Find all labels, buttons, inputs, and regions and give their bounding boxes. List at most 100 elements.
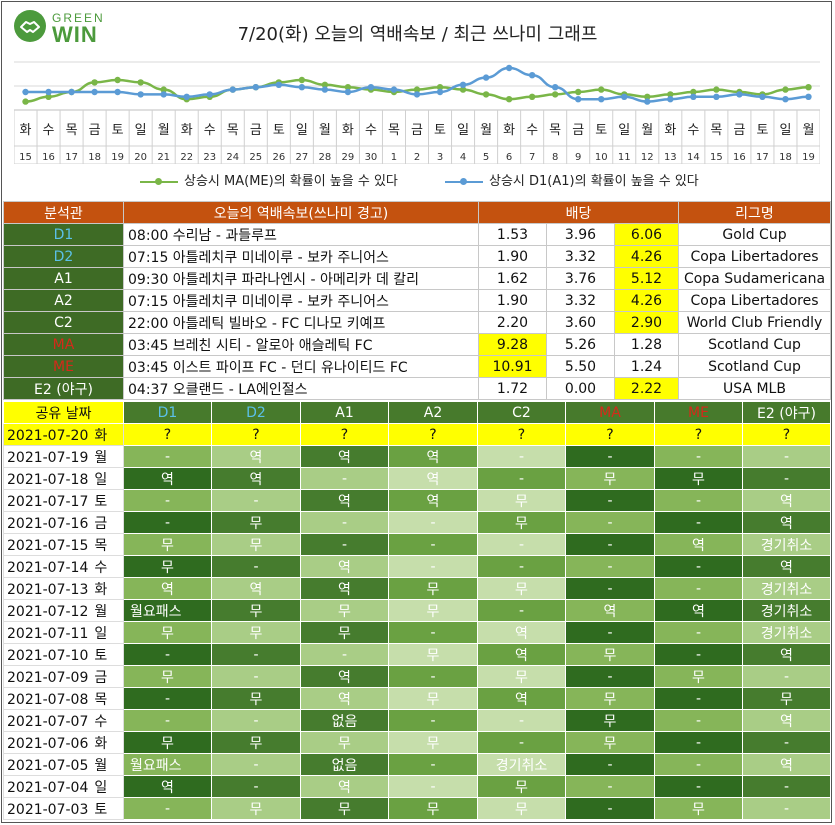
warning-o3: 1.24 bbox=[614, 355, 679, 378]
legend-blue-swatch bbox=[445, 177, 483, 185]
date-text: 2021-07-20 bbox=[7, 427, 89, 444]
series-blue-point bbox=[690, 93, 697, 100]
warning-league: Scotland Cup bbox=[678, 355, 831, 378]
x-date-label: 1 bbox=[391, 152, 397, 163]
grid-header-cell: C2 bbox=[477, 401, 566, 424]
history-cell: - bbox=[742, 775, 831, 798]
day-text: 일 bbox=[94, 779, 108, 796]
history-cell: - bbox=[654, 753, 743, 776]
history-cell: 월요패스 bbox=[123, 753, 212, 776]
x-date-label: 25 bbox=[249, 152, 262, 163]
history-cell: 역 bbox=[300, 489, 389, 512]
history-cell: 역 bbox=[388, 445, 478, 468]
x-day-label: 수 bbox=[365, 123, 377, 138]
history-cell: 월요패스 bbox=[123, 599, 212, 622]
x-date-label: 23 bbox=[203, 152, 216, 163]
history-cell: - bbox=[654, 709, 743, 732]
x-date-label: 26 bbox=[272, 152, 285, 163]
x-day-label: 화 bbox=[181, 123, 193, 138]
history-cell: 역 bbox=[654, 533, 743, 556]
history-cell: - bbox=[654, 445, 743, 468]
x-day-label: 일 bbox=[457, 123, 469, 138]
history-cell: - bbox=[654, 555, 743, 578]
series-blue-point bbox=[367, 84, 375, 91]
history-cell: 무 bbox=[742, 687, 831, 710]
x-day-label: 월 bbox=[480, 123, 492, 138]
series-green-point bbox=[505, 96, 513, 103]
history-cell: 무 bbox=[123, 665, 212, 688]
day-text: 수 bbox=[94, 559, 108, 576]
x-day-label: 토 bbox=[595, 123, 607, 138]
x-date-label: 10 bbox=[595, 152, 608, 163]
history-cell: - bbox=[388, 621, 478, 644]
date-text: 2021-07-08 bbox=[7, 691, 89, 708]
series-green-point bbox=[298, 76, 306, 84]
history-cell: - bbox=[388, 555, 478, 578]
series-blue-point bbox=[782, 96, 789, 103]
history-row: 2021-07-04 일 역 - 역 - 무 - - - bbox=[3, 775, 831, 798]
history-cell: - bbox=[477, 467, 566, 490]
logo-text-bottom: WIN bbox=[52, 22, 98, 47]
history-cell: 무 bbox=[565, 709, 655, 732]
history-cell: 무 bbox=[300, 621, 389, 644]
history-cell: 역 bbox=[300, 687, 389, 710]
warning-o2: 3.32 bbox=[546, 245, 615, 268]
handshake-icon bbox=[14, 10, 46, 42]
x-day-label: 수 bbox=[526, 123, 538, 138]
history-cell: 무 bbox=[477, 797, 566, 820]
x-day-label: 금 bbox=[572, 123, 584, 138]
x-date-label: 19 bbox=[802, 152, 815, 163]
warning-row: A2 07:15 아틀레치쿠 미네이루 - 보카 주니어스 1.90 3.32 4.26… bbox=[3, 289, 831, 312]
history-date: 2021-07-09 금 bbox=[3, 665, 124, 688]
history-row: 2021-07-10 토 - - - 무 역 무 - 역 bbox=[3, 643, 831, 666]
trend-chart: 화 수 목 금 토 일 월 화 수 목 금 토 일 월 화 수 목 금 토 일 월 화 수 목 금 토 일 월 화 수 목 금 토 일 월15 16 1… bbox=[14, 61, 820, 164]
history-cell: 경기취소 bbox=[742, 577, 831, 600]
history-cell: - bbox=[123, 489, 212, 512]
series-blue-point bbox=[759, 93, 766, 100]
series-green-point bbox=[482, 91, 490, 98]
history-cell: 무 bbox=[388, 599, 478, 622]
day-text: 월 bbox=[94, 603, 108, 620]
warning-o1: 2.20 bbox=[478, 311, 547, 334]
history-cell: - bbox=[123, 445, 212, 468]
history-cell: 경기취소 bbox=[477, 753, 566, 776]
history-cell: ? bbox=[211, 423, 301, 446]
x-day-label: 화 bbox=[503, 123, 515, 138]
series-green-point bbox=[575, 88, 582, 96]
warning-o2: 0.00 bbox=[546, 377, 615, 400]
warning-label: E2 (야구) bbox=[3, 377, 124, 400]
history-cell: - bbox=[388, 511, 478, 534]
x-day-label: 화 bbox=[342, 123, 354, 138]
history-cell: - bbox=[565, 665, 655, 688]
warning-o2: 3.32 bbox=[546, 289, 615, 312]
history-cell: ? bbox=[123, 423, 212, 446]
history-cell: 역 bbox=[742, 643, 831, 666]
history-cell: 경기취소 bbox=[742, 599, 831, 622]
history-date: 2021-07-06 화 bbox=[3, 731, 124, 754]
x-date-label: 29 bbox=[342, 152, 355, 163]
history-cell: 무 bbox=[565, 731, 655, 754]
history-cell: 무 bbox=[565, 467, 655, 490]
warning-label: A1 bbox=[3, 267, 124, 290]
history-cell: 없음 bbox=[300, 753, 389, 776]
x-day-label: 월 bbox=[641, 123, 653, 138]
series-blue-point bbox=[160, 91, 167, 98]
x-day-label: 수 bbox=[687, 123, 699, 138]
history-cell: 무 bbox=[300, 797, 389, 820]
history-cell: 경기취소 bbox=[742, 533, 831, 556]
x-day-label: 일 bbox=[135, 123, 147, 138]
day-text: 토 bbox=[94, 647, 108, 664]
history-cell: 역 bbox=[211, 445, 301, 468]
x-day-label: 토 bbox=[434, 123, 446, 138]
history-cell: 역 bbox=[742, 555, 831, 578]
grid-header-cell: E2 (야구) bbox=[742, 401, 831, 424]
x-day-label: 토 bbox=[273, 123, 285, 138]
history-row: 2021-07-16 금 - 무 - - 무 - - 역 bbox=[3, 511, 831, 534]
warning-label: D1 bbox=[3, 223, 124, 246]
history-grid: 공유 날짜 D1 D2 A1 A2 C2 MA ME E2 (야구) 2021-07-20 화???… bbox=[3, 401, 831, 820]
date-text: 2021-07-04 bbox=[7, 779, 89, 796]
date-text: 2021-07-03 bbox=[7, 801, 89, 818]
history-cell: 역 bbox=[742, 511, 831, 534]
series-blue-point bbox=[114, 88, 121, 96]
history-row: 2021-07-18 일 역 역 - 역 - 무 무 - bbox=[3, 467, 831, 490]
